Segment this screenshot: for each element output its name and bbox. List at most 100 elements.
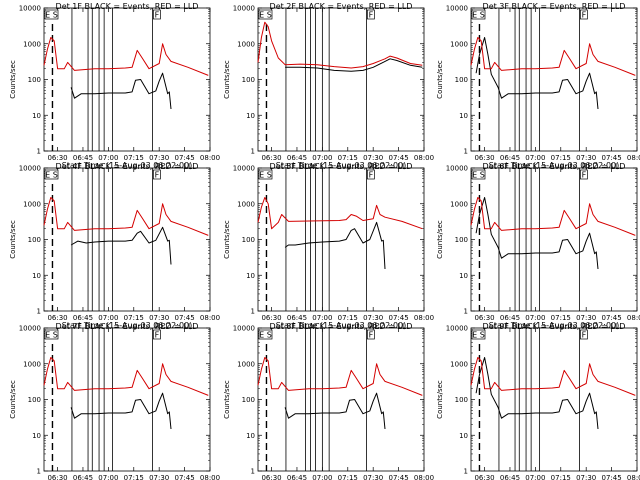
x-tick-label: 07:45 [388, 154, 408, 162]
y-tick-label: 10 [459, 112, 468, 120]
marker-box-right [367, 169, 375, 180]
x-tick-label: 07:45 [388, 474, 408, 480]
y-axis-label: Counts/sec [9, 220, 17, 259]
y-tick-label: 1000 [237, 200, 255, 208]
y-axis-label: Counts/sec [223, 60, 231, 99]
y-axis-label: Counts/sec [223, 380, 231, 419]
marker-box-right-label: F [369, 11, 374, 20]
plot-frame [470, 167, 638, 312]
x-tick-label: 06:45 [500, 314, 520, 322]
x-tick-label: 07:00 [525, 154, 545, 162]
marker-box-left [471, 329, 486, 340]
panel-det-2: Det 2F BLACK = Events, RED = LLD 1 10 100 10… [223, 2, 434, 170]
marker-box-left-label: E S [472, 11, 485, 20]
x-tick-label: 07:30 [149, 154, 169, 162]
plot-frame [43, 167, 211, 312]
marker-box-left [258, 329, 273, 340]
panel-det-5: Det 5F BLACK = Events, RED = LLD 1 10 100 10… [223, 162, 434, 330]
x-tick-label: 06:45 [287, 154, 307, 162]
y-tick-label: 1000 [237, 360, 255, 368]
x-tick-label: 06:30 [474, 314, 494, 322]
marker-box-left-label: E S [472, 171, 485, 180]
series-lld-line [43, 197, 209, 236]
marker-box-left-label: E S [259, 171, 272, 180]
y-tick-label: 1000 [237, 40, 255, 48]
x-tick-label: 07:30 [149, 474, 169, 480]
x-tick-label: 06:30 [47, 154, 67, 162]
panel-title: Det 5F BLACK = Events, RED = LLD [270, 162, 413, 171]
marker-box-left-label: E S [45, 171, 58, 180]
x-tick-label: 07:00 [312, 474, 332, 480]
x-axis-label: Start Time (15-Aug-03 06:22:00) [276, 161, 407, 170]
x-tick-label: 06:30 [261, 154, 281, 162]
y-tick-label: 100 [242, 396, 255, 404]
x-tick-label: 07:45 [601, 154, 621, 162]
y-tick-label: 1 [251, 308, 255, 316]
x-tick-label: 07:15 [338, 474, 358, 480]
x-tick-label: 06:30 [474, 154, 494, 162]
x-tick-label: 07:15 [551, 474, 571, 480]
marker-box-right [153, 329, 161, 340]
marker-box-left-label: E S [45, 331, 58, 340]
y-tick-label: 100 [455, 76, 468, 84]
plot-frame [257, 327, 425, 472]
y-tick-label: 100 [455, 236, 468, 244]
series-events-line [475, 197, 599, 270]
panel-title: Det 9F BLACK = Events, RED = LLD [483, 322, 626, 331]
y-tick-label: 10 [32, 112, 41, 120]
y-tick-label: 100 [242, 236, 255, 244]
marker-box-right-label: F [369, 331, 374, 340]
x-axis-label: Start Time (15-Aug-03 06:22:00) [62, 321, 193, 330]
marker-box-left [44, 9, 59, 20]
x-tick-label: 07:00 [525, 314, 545, 322]
x-tick-label: 08:00 [200, 314, 220, 322]
series-events-line [475, 357, 599, 430]
x-tick-label: 08:00 [414, 314, 434, 322]
y-tick-label: 100 [242, 76, 255, 84]
plot-frame [43, 327, 211, 472]
marker-box-right-label: F [582, 331, 587, 340]
x-tick-label: 07:30 [576, 154, 596, 162]
marker-box-right-label: F [155, 331, 160, 340]
x-tick-label: 06:30 [261, 314, 281, 322]
y-axis-label: Counts/sec [223, 220, 231, 259]
marker-box-right [153, 169, 161, 180]
panel-det-1: Det 1F BLACK = Events, RED = LLD 1 10 100 10… [9, 2, 220, 170]
y-axis-label: Counts/sec [436, 220, 444, 259]
x-tick-label: 06:45 [287, 474, 307, 480]
marker-box-left-label: E S [472, 331, 485, 340]
x-tick-label: 06:30 [261, 474, 281, 480]
y-tick-label: 1 [37, 468, 41, 476]
x-tick-label: 07:45 [601, 314, 621, 322]
x-tick-label: 07:00 [312, 314, 332, 322]
x-tick-label: 07:00 [98, 474, 118, 480]
y-tick-label: 1000 [450, 40, 468, 48]
y-tick-label: 100 [28, 396, 41, 404]
y-tick-label: 1 [251, 468, 255, 476]
plot-frame [470, 7, 638, 152]
x-tick-label: 07:30 [363, 314, 383, 322]
y-tick-label: 1 [251, 148, 255, 156]
series-events-line [284, 221, 386, 270]
y-tick-label: 10000 [19, 5, 41, 13]
marker-box-right [153, 9, 161, 20]
series-events-line [475, 37, 599, 110]
marker-box-right [580, 329, 588, 340]
x-tick-label: 08:00 [627, 474, 640, 480]
y-tick-label: 100 [455, 396, 468, 404]
panel-det-7: Det 7F BLACK = Events, RED = LLD 1 10 100 10… [9, 322, 220, 480]
x-tick-label: 08:00 [414, 154, 434, 162]
marker-box-right [580, 9, 588, 20]
marker-box-left [471, 169, 486, 180]
series-lld-line [470, 37, 636, 76]
marker-box-left [258, 169, 273, 180]
x-tick-label: 06:45 [73, 154, 93, 162]
marker-box-left [44, 169, 59, 180]
marker-box-left [44, 329, 59, 340]
x-tick-label: 07:30 [363, 154, 383, 162]
y-axis-label: Counts/sec [9, 380, 17, 419]
panel-title: Det 1F BLACK = Events, RED = LLD [56, 2, 199, 11]
y-tick-label: 10000 [19, 165, 41, 173]
x-tick-label: 08:00 [200, 154, 220, 162]
